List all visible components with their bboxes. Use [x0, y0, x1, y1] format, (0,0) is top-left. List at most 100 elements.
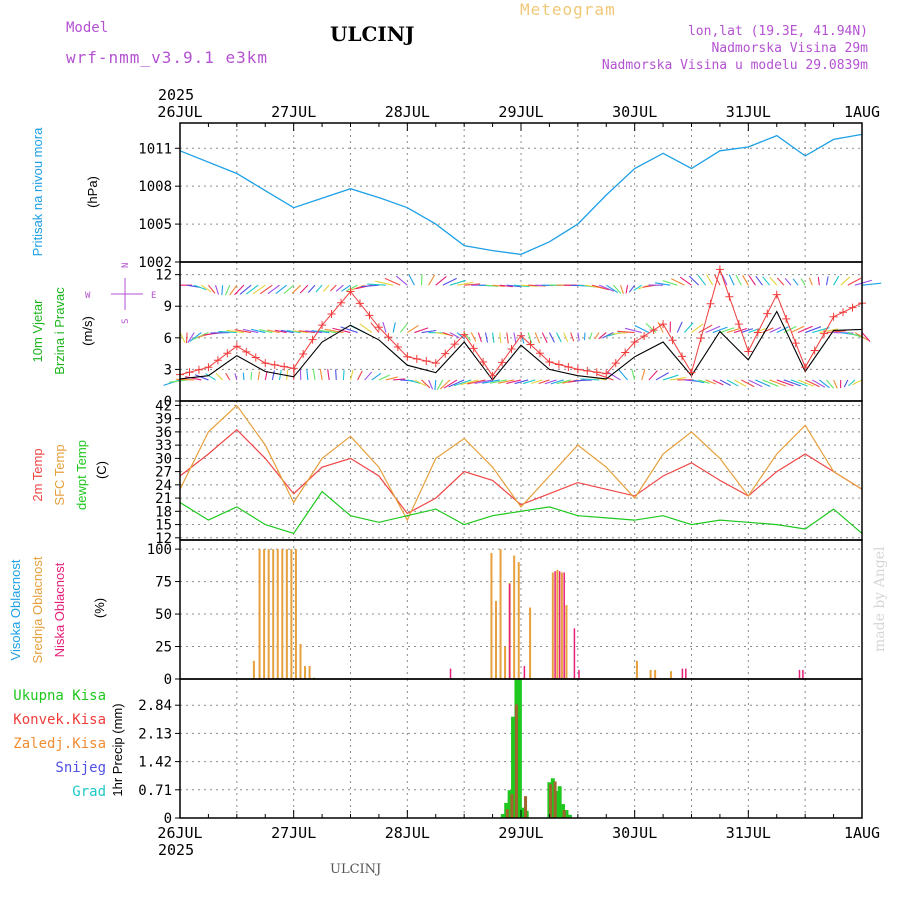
wind-gust-marker: [194, 365, 203, 374]
wind-arrow: [382, 321, 387, 333]
wind-arrow: [776, 277, 785, 286]
wind-arrow: [748, 379, 763, 388]
wind-arrow: [384, 277, 401, 286]
wind-arrow: [306, 368, 309, 380]
wind-gust-marker: [535, 349, 544, 358]
wind-arrow: [304, 330, 323, 334]
wind-arrow: [645, 322, 657, 333]
wind-gust-marker: [753, 328, 762, 337]
wind-arrow: [712, 326, 728, 334]
wind-arrow: [435, 332, 449, 336]
unit-wind: (m/s): [80, 316, 95, 346]
wind-arrow: [833, 276, 840, 286]
wind-arrow: [641, 369, 646, 381]
wind-gust-marker: [517, 331, 525, 340]
y-tick-label: 9: [164, 299, 172, 315]
x-tick-label-bottom: 31JUL: [726, 824, 771, 842]
pressure-line: [179, 133, 863, 256]
wind-arrow: [414, 327, 429, 334]
label-wind-2: Brzina i Pravac: [52, 287, 67, 375]
wind-arrow: [819, 328, 839, 334]
precip-strat-bar: [553, 781, 557, 818]
precip-strat-bar: [510, 794, 514, 818]
wind-arrow: [611, 332, 628, 335]
wind-gust-marker: [744, 347, 753, 356]
wind-arrow: [259, 284, 273, 295]
wind-arrow: [179, 332, 186, 343]
y-tick-label: 36: [155, 425, 172, 441]
wind-arrow: [185, 332, 188, 344]
wind-arrow: [280, 329, 294, 334]
wind-arrow: [691, 379, 705, 384]
wind-arrow: [624, 327, 642, 334]
wind-arrow: [286, 369, 289, 381]
wind-arrow: [250, 372, 253, 380]
wind-arrow: [544, 379, 557, 385]
wind-gust-marker: [706, 299, 715, 308]
wind-gust-marker: [204, 363, 213, 372]
wind-arrow: [275, 284, 287, 295]
wind-arrow: [482, 379, 500, 384]
y-tick-label: 2.13: [138, 726, 172, 742]
wind-arrow: [499, 332, 502, 344]
precip-total-bar: [564, 810, 569, 818]
label-dewpoint: dewpt Temp: [74, 440, 89, 510]
wind-arrow: [589, 332, 593, 340]
wind-arrow: [271, 370, 275, 381]
wind-arrow: [631, 369, 636, 381]
y-tick-label: 30: [155, 451, 172, 467]
wind-gust-marker: [374, 323, 383, 332]
wind-gust-marker: [365, 311, 374, 320]
unit-pressure: (hPa): [85, 176, 100, 208]
x-tick-label-top: 28JUL: [385, 103, 430, 121]
wind-arrow: [367, 283, 387, 286]
wind-gust-marker: [498, 358, 507, 367]
wind-arrow: [769, 326, 782, 334]
wind-arrow: [688, 275, 699, 286]
wind-arrow: [335, 284, 344, 292]
wind-arrow: [527, 332, 533, 344]
wind-arrow: [267, 329, 280, 334]
wind-arrow: [201, 284, 212, 293]
wind-arrow: [278, 369, 282, 381]
wind-arrow: [697, 274, 707, 286]
wind-arrow: [207, 284, 216, 294]
wind-arrow: [825, 276, 829, 286]
wind-gust-marker: [715, 265, 724, 274]
wind-arrow: [762, 276, 771, 286]
wind-arrow: [721, 274, 728, 286]
panel-frame: [179, 400, 863, 541]
wind-arrow: [843, 379, 849, 388]
y-tick-label: 21: [155, 491, 172, 507]
precip-strat-bar: [505, 809, 509, 818]
wind-arrow: [570, 332, 575, 342]
wind-arrow: [378, 374, 390, 381]
wind-arrow: [776, 326, 789, 334]
wind-arrow: [594, 332, 600, 340]
wind-gust-marker: [251, 353, 260, 362]
wind-arrow: [808, 277, 813, 286]
wind-arrow: [563, 332, 569, 342]
wind-arrow: [628, 284, 636, 293]
wind-gust-marker: [403, 352, 412, 361]
wind-arrow: [840, 276, 851, 286]
wind-arrow: [385, 376, 398, 381]
wind-arrow: [740, 379, 755, 388]
x-tick-label-bottom: 28JUL: [385, 824, 430, 842]
y-tick-label: 1011: [138, 141, 172, 157]
wind-arrow: [291, 284, 302, 294]
wind-arrow: [698, 324, 713, 334]
wind-arrow: [395, 275, 408, 286]
wind-arrow: [591, 284, 610, 291]
wind-arrow: [556, 379, 571, 385]
compass-east: E: [151, 291, 156, 301]
wind-arrow: [804, 379, 820, 388]
wind-arrow: [456, 281, 474, 286]
wind-arrow: [286, 330, 301, 334]
wind-arrow: [364, 371, 373, 381]
wind-gust-marker: [649, 326, 658, 335]
precip-total-bar: [507, 790, 512, 818]
wind-gust-marker: [801, 363, 810, 372]
wind-arrow: [312, 368, 316, 381]
wind-gust-marker: [185, 368, 194, 377]
